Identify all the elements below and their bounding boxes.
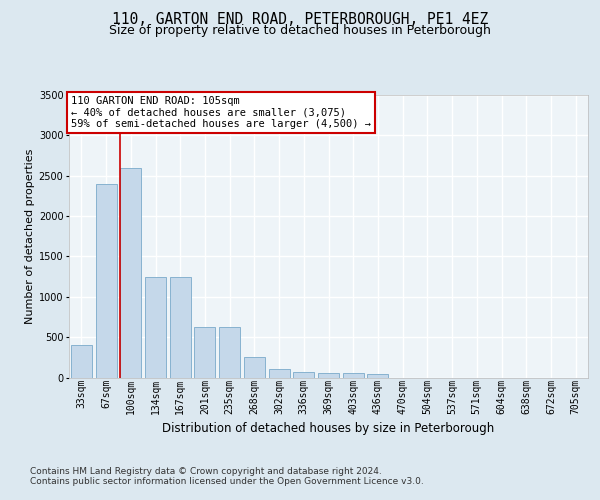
Bar xyxy=(367,374,388,378)
Text: Contains public sector information licensed under the Open Government Licence v3: Contains public sector information licen… xyxy=(30,477,424,486)
Bar xyxy=(120,168,141,378)
Bar xyxy=(219,326,240,378)
Bar xyxy=(343,372,364,378)
Bar xyxy=(244,356,265,378)
Bar xyxy=(95,184,116,378)
Y-axis label: Number of detached properties: Number of detached properties xyxy=(25,148,35,324)
Text: Contains HM Land Registry data © Crown copyright and database right 2024.: Contains HM Land Registry data © Crown c… xyxy=(30,467,382,476)
Bar xyxy=(293,372,314,378)
Bar xyxy=(194,326,215,378)
Bar xyxy=(318,372,339,378)
Text: 110, GARTON END ROAD, PETERBOROUGH, PE1 4EZ: 110, GARTON END ROAD, PETERBOROUGH, PE1 … xyxy=(112,12,488,28)
Text: Size of property relative to detached houses in Peterborough: Size of property relative to detached ho… xyxy=(109,24,491,37)
Bar xyxy=(71,345,92,378)
Text: 110 GARTON END ROAD: 105sqm
← 40% of detached houses are smaller (3,075)
59% of : 110 GARTON END ROAD: 105sqm ← 40% of det… xyxy=(71,96,371,129)
Bar xyxy=(269,368,290,378)
Bar xyxy=(170,276,191,378)
Bar xyxy=(145,276,166,378)
X-axis label: Distribution of detached houses by size in Peterborough: Distribution of detached houses by size … xyxy=(163,422,494,436)
